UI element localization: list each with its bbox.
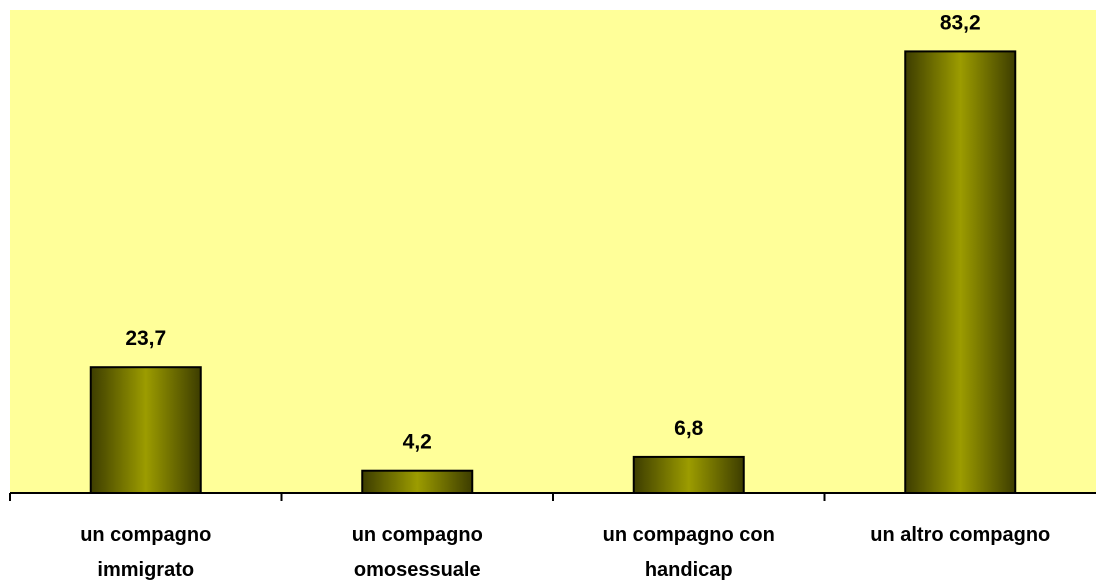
data-label: 23,7 — [125, 327, 166, 350]
data-label: 83,2 — [940, 11, 981, 34]
x-tick-label: un compagno omosessuale — [351, 524, 483, 581]
x-tick-label: un compagno con handicap — [602, 524, 775, 581]
data-label: 4,2 — [403, 431, 432, 454]
bar — [89, 366, 202, 495]
x-tick-label: un altro compagno — [870, 524, 1051, 546]
bar — [361, 469, 474, 495]
bar — [632, 455, 745, 494]
data-label: 6,8 — [674, 417, 704, 440]
x-tick-label: un compagno immigrato — [80, 524, 212, 581]
bar — [904, 50, 1017, 495]
